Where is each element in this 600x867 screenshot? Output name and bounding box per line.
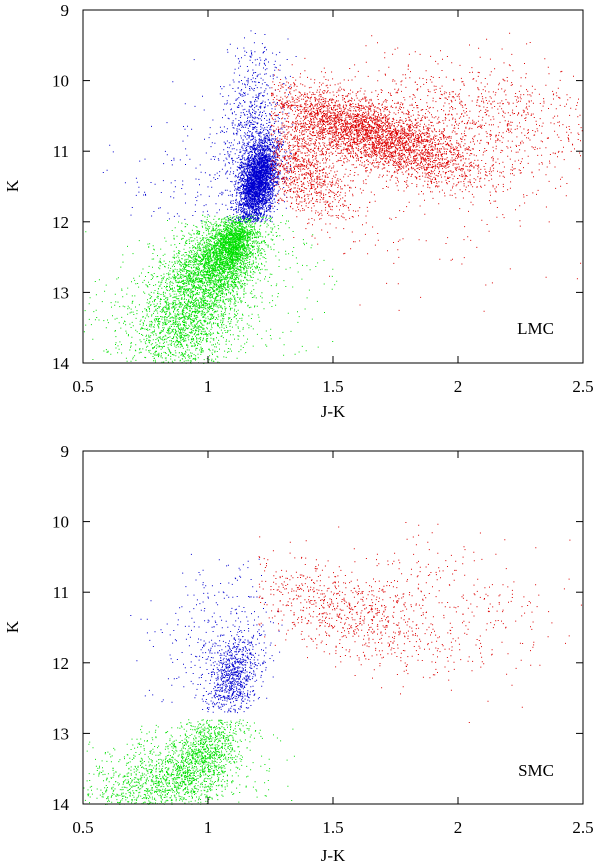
lmc-points — [83, 30, 583, 364]
smc-x-tick-label: 0.5 — [72, 818, 93, 837]
lmc-series-0-points — [83, 214, 338, 364]
smc-y-tick-label: 13 — [52, 724, 69, 743]
lmc-y-tick-label: 9 — [61, 1, 70, 20]
smc-y-tick-label: 12 — [52, 654, 69, 673]
smc-x-tick-label: 2 — [454, 818, 463, 837]
lmc-x-axis-label: J-K — [321, 402, 346, 421]
lmc-series-2-points — [270, 32, 583, 312]
smc-panel: 0.5 1 1.5 2 2.5 9 10 11 12 13 14 J-K K SMC — [3, 442, 594, 865]
lmc-x-tick-label: 2.5 — [572, 377, 593, 396]
lmc-ticks: 0.5 1 1.5 2 2.5 9 10 11 12 13 14 — [52, 1, 594, 396]
smc-x-tick-label: 1.5 — [322, 818, 343, 837]
lmc-y-tick-label: 13 — [52, 283, 69, 302]
lmc-y-tick-label: 12 — [52, 213, 69, 232]
lmc-panel: 0.5 1 1.5 2 2.5 9 10 11 12 13 14 J-K K LMC — [3, 1, 594, 421]
lmc-x-tick-label: 1 — [204, 377, 213, 396]
lmc-y-axis-label: K — [3, 179, 22, 192]
lmc-annotation: LMC — [517, 319, 554, 338]
smc-y-axis-label: K — [3, 620, 22, 633]
smc-y-tick-label: 9 — [61, 442, 70, 461]
smc-x-tick-label: 1 — [204, 818, 213, 837]
smc-y-tick-label: 11 — [53, 583, 69, 602]
smc-y-tick-label: 10 — [52, 513, 69, 532]
lmc-x-tick-label: 2 — [454, 377, 463, 396]
lmc-x-tick-label: 1.5 — [322, 377, 343, 396]
lmc-y-tick-label: 10 — [52, 72, 69, 91]
smc-x-axis-label: J-K — [321, 846, 346, 865]
lmc-y-tick-label: 11 — [53, 142, 69, 161]
smc-x-tick-label: 2.5 — [572, 818, 593, 837]
lmc-y-tick-label: 14 — [52, 354, 70, 373]
smc-series-1-points — [130, 553, 283, 714]
smc-annotation: SMC — [518, 761, 554, 780]
smc-ticks: 0.5 1 1.5 2 2.5 9 10 11 12 13 14 — [52, 442, 594, 837]
lmc-plot-frame — [82, 9, 584, 364]
lmc-x-tick-label: 0.5 — [72, 377, 93, 396]
smc-points — [83, 522, 582, 805]
lmc-series-1-points — [102, 30, 297, 223]
smc-series-2-points — [258, 522, 582, 723]
smc-series-0-points — [83, 719, 295, 805]
smc-y-tick-label: 14 — [52, 795, 70, 814]
